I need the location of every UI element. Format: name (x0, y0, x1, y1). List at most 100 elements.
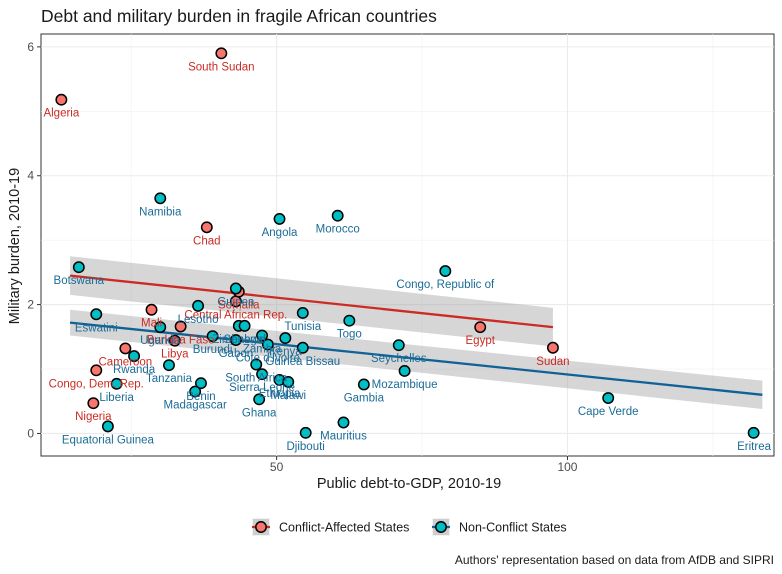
y-tick-label: 2 (27, 298, 34, 312)
data-point (250, 358, 263, 371)
point-label: Gambia (344, 392, 385, 404)
point-label: Angola (262, 227, 298, 239)
point-label: Morocco (316, 224, 360, 236)
point-label: Lesotho (178, 314, 219, 326)
point-label: Cote d'Ivoire (236, 353, 300, 365)
data-point (195, 377, 207, 390)
point-label: Kenya (269, 346, 302, 358)
data-point (72, 261, 85, 274)
data-point (238, 319, 251, 332)
point-label: Rwanda (113, 364, 156, 376)
y-axis-title: Military burden, 2010-19 (7, 168, 23, 324)
point-label: Ghana (242, 407, 277, 419)
data-point (331, 209, 344, 222)
point-label: Seychelles (371, 353, 427, 365)
data-point (229, 282, 242, 295)
data-point (357, 378, 370, 391)
point-label: Mali (141, 318, 162, 330)
point-label: Central African Rep. (184, 309, 287, 321)
caption: Authors' representation based on data fr… (455, 553, 774, 567)
point-label: Zambia (243, 344, 282, 356)
data-point (206, 330, 219, 343)
point-label: Djibouti (287, 441, 325, 453)
point-label: Tanzania (146, 373, 193, 385)
data-point (168, 334, 181, 347)
data-point (90, 364, 103, 377)
point-label: Malawi (270, 390, 306, 402)
data-point (398, 365, 411, 377)
point-label: Ethiopia (259, 388, 301, 400)
legend-label: Non-Conflict States (459, 521, 567, 535)
point-label: Togo (337, 329, 362, 341)
data-point (145, 303, 158, 316)
data-point (189, 385, 202, 398)
legend-key-point (435, 521, 447, 533)
point-label: Congo, Republic of (396, 279, 495, 291)
data-point (215, 47, 228, 60)
point-label: Guinea Bissau (265, 356, 340, 368)
legend-key-point (255, 521, 267, 533)
legend-label: Conflict-Affected States (279, 521, 409, 535)
point-label: Libya (161, 349, 189, 361)
point-label: Zimbabwe (212, 334, 265, 346)
point-label: Sierra Leone (229, 382, 295, 394)
point-label: Liberia (99, 392, 134, 404)
point-label: Namibia (139, 206, 182, 218)
point-label: South Africa (225, 373, 288, 385)
x-axis-title: Public debt-to-GDP, 2010-19 (317, 476, 501, 492)
data-point (392, 339, 405, 352)
plot-border (40, 33, 775, 457)
trend-line (69, 321, 763, 396)
point-label: Algeria (43, 108, 79, 120)
data-point (90, 308, 103, 321)
point-label: Mauritius (320, 430, 367, 442)
data-point (101, 420, 114, 433)
data-point (296, 307, 309, 319)
point-label: Uganda (140, 335, 181, 347)
point-label: Egypt (466, 335, 496, 347)
point-label: Burkina Faso (147, 335, 215, 347)
data-point (279, 332, 292, 345)
data-point (154, 192, 167, 205)
data-point (282, 375, 295, 388)
point-label: Senegal (224, 334, 266, 346)
data-point (253, 393, 266, 406)
data-point (261, 338, 274, 351)
point-label: Cameroon (99, 356, 153, 368)
data-point (119, 342, 132, 355)
data-point (343, 314, 356, 327)
data-point (256, 329, 269, 342)
point-label: Gabon (219, 348, 254, 360)
data-point (110, 377, 123, 390)
point-label: Guinea (217, 296, 255, 308)
x-tick-label: 100 (557, 460, 577, 474)
data-point (192, 299, 205, 312)
data-point (296, 341, 309, 354)
data-point (439, 265, 452, 278)
point-label: Equatorial Guinea (62, 434, 155, 446)
data-point (128, 350, 141, 363)
data-point (200, 221, 213, 234)
data-point (602, 392, 615, 404)
data-point (474, 321, 487, 334)
data-point (546, 341, 559, 354)
data-point (256, 368, 269, 381)
point-label: Mozambique (372, 379, 438, 391)
point-label: Benin (186, 391, 215, 403)
data-point (55, 93, 68, 106)
point-label: South Sudan (188, 61, 255, 73)
y-tick-label: 6 (27, 40, 34, 54)
point-label: Chad (193, 235, 221, 247)
point-label: Somalia (218, 300, 260, 312)
data-point (299, 426, 312, 439)
point-label: Burundi (193, 344, 233, 356)
point-label: Eswatini (75, 322, 118, 334)
data-point (747, 426, 760, 439)
trend-line (69, 274, 554, 329)
point-label: Congo, Dem. Rep. (49, 378, 144, 390)
plot-panel: South Sudan Algeria Chad Central African Re… (40, 33, 775, 457)
data-point (174, 320, 187, 333)
data-point (154, 321, 167, 334)
data-point (87, 397, 100, 410)
